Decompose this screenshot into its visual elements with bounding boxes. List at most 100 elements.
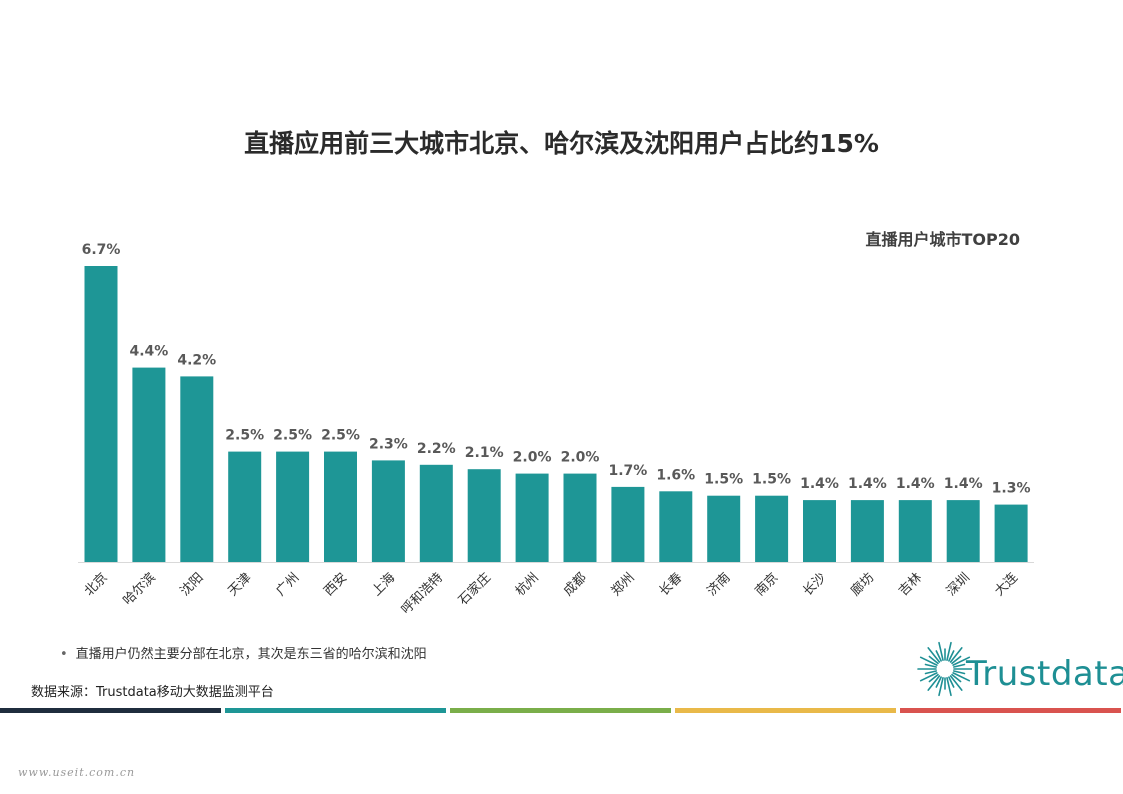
- data-label-6: 2.3%: [369, 436, 408, 452]
- sunburst-ray: [919, 672, 938, 682]
- sunburst-ray: [952, 656, 971, 666]
- category-label-8: 石家庄: [455, 570, 494, 609]
- data-label-1: 4.4%: [129, 344, 168, 360]
- category-label-11: 郑州: [609, 570, 638, 599]
- sunburst-ray: [935, 676, 942, 688]
- strip-segment-1: [225, 708, 446, 713]
- watermark: www.useit.com.cn: [18, 766, 136, 779]
- bar-11: [611, 486, 645, 562]
- category-label-16: 廊坊: [848, 570, 878, 600]
- category-label-5: 西安: [321, 570, 350, 599]
- category-label-19: 大连: [991, 570, 1021, 600]
- bar-chart: 6.7% 北京 4.4% 哈尔滨 4.2% 沈阳 2.5% 天津 2.5% 广州 2.5% 西安 2.3…: [78, 242, 1034, 618]
- category-label-9: 杭州: [513, 570, 542, 599]
- data-label-16: 1.4%: [848, 476, 887, 492]
- bar-2: [180, 376, 214, 562]
- sunburst-ray: [952, 670, 966, 675]
- bar-17: [898, 500, 932, 562]
- data-label-14: 1.5%: [752, 472, 791, 488]
- sunburst-ray: [949, 647, 963, 663]
- sunburst-ray: [949, 675, 963, 691]
- footnote: • 直播用户仍然主要分部在北京，其次是东三省的哈尔滨和沈阳: [60, 643, 427, 662]
- sunburst-ray: [946, 641, 952, 662]
- sunburst-ray: [946, 676, 952, 697]
- data-label-15: 1.4%: [800, 476, 839, 492]
- trustdata-logo: Trustdata: [912, 636, 1123, 702]
- bar-16: [850, 500, 884, 562]
- sunburst-ray: [938, 641, 944, 662]
- color-strip: [0, 708, 1123, 713]
- sunburst-ray: [951, 655, 962, 665]
- sunburst-ray: [948, 676, 955, 688]
- bullet-icon: •: [60, 647, 68, 662]
- strip-segment-0: [0, 708, 221, 713]
- data-label-11: 1.7%: [608, 463, 647, 479]
- sunburst-ray: [924, 670, 938, 675]
- sunburst-icon: [917, 641, 973, 697]
- strip-segment-4: [900, 708, 1121, 713]
- data-label-7: 2.2%: [417, 441, 456, 457]
- footnote-text: 直播用户仍然主要分部在北京，其次是东三省的哈尔滨和沈阳: [75, 647, 427, 662]
- data-label-5: 2.5%: [321, 428, 360, 444]
- sunburst-ray: [924, 663, 938, 668]
- data-label-8: 2.1%: [465, 445, 504, 461]
- bar-9: [515, 473, 549, 562]
- sunburst-ray: [927, 675, 941, 691]
- data-label-9: 2.0%: [513, 450, 552, 466]
- category-label-10: 成都: [561, 570, 590, 599]
- category-label-14: 南京: [752, 570, 782, 600]
- category-label-2: 沈阳: [178, 570, 207, 599]
- sunburst-ray: [952, 672, 971, 682]
- data-label-13: 1.5%: [704, 472, 743, 488]
- category-label-17: 吉林: [896, 570, 925, 599]
- data-label-0: 6.7%: [82, 242, 121, 258]
- category-label-6: 上海: [369, 570, 398, 599]
- data-label-4: 2.5%: [273, 428, 312, 444]
- category-label-13: 济南: [704, 570, 734, 600]
- sunburst-ray: [928, 655, 939, 665]
- bar-12: [659, 491, 693, 562]
- bar-8: [467, 469, 501, 562]
- logo-text: Trustdata: [966, 654, 1123, 694]
- page-title: 直播应用前三大城市北京、哈尔滨及沈阳用户占比约15%: [244, 129, 879, 158]
- sunburst-ray: [928, 673, 939, 683]
- category-label-15: 长沙: [800, 570, 829, 599]
- sunburst-ray: [948, 650, 955, 662]
- strip-segment-3: [675, 708, 896, 713]
- data-label-10: 2.0%: [561, 450, 600, 466]
- bar-4: [276, 451, 310, 562]
- bar-6: [371, 460, 405, 562]
- category-label-12: 长春: [657, 570, 686, 599]
- data-label-3: 2.5%: [225, 428, 264, 444]
- category-label-18: 深圳: [944, 570, 973, 599]
- category-label-4: 广州: [273, 570, 302, 599]
- data-source: 数据来源：Trustdata移动大数据监测平台: [31, 685, 274, 700]
- category-label-1: 哈尔滨: [120, 570, 159, 609]
- bar-19: [994, 504, 1028, 562]
- strip-segment-2: [450, 708, 671, 713]
- sunburst-ray: [938, 676, 944, 697]
- category-label-7: 呼和浩特: [399, 570, 446, 617]
- bar-15: [803, 500, 836, 562]
- data-label-12: 1.6%: [656, 467, 695, 483]
- sunburst-ray: [927, 647, 941, 663]
- bar-5: [324, 451, 357, 562]
- data-label-19: 1.3%: [992, 481, 1031, 497]
- sunburst-ray: [919, 656, 938, 666]
- bar-1: [132, 367, 166, 562]
- bar-3: [228, 451, 262, 562]
- chart-subtitle: 直播用户城市TOP20: [865, 230, 1020, 249]
- category-label-0: 北京: [82, 570, 111, 599]
- bar-10: [563, 473, 597, 562]
- bar-7: [419, 464, 453, 562]
- category-label-3: 天津: [226, 570, 255, 599]
- data-label-18: 1.4%: [944, 476, 983, 492]
- bar-0: [84, 266, 118, 562]
- bar-13: [707, 495, 741, 562]
- bar-14: [755, 495, 789, 562]
- bar-18: [946, 500, 980, 562]
- data-label-17: 1.4%: [896, 476, 935, 492]
- sunburst-ray: [935, 650, 942, 662]
- sunburst-ray: [952, 663, 966, 668]
- sunburst-ray: [951, 673, 962, 683]
